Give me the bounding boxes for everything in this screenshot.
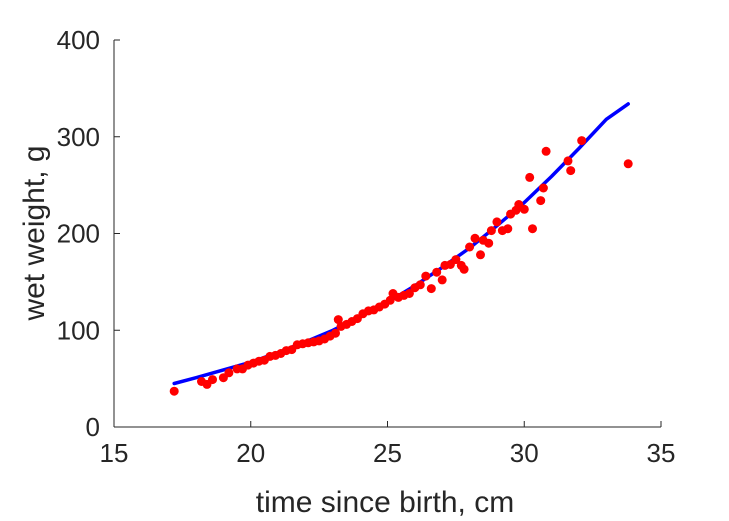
data-point [503,224,513,234]
data-point [484,238,494,248]
x-tick-label: 15 [100,438,129,468]
data-point [470,233,480,243]
data-point [465,242,475,252]
data-point [538,183,548,193]
x-tick-label: 35 [647,438,676,468]
data-point [476,250,485,260]
data-point [566,166,576,176]
data-point [385,295,395,305]
data-point [208,375,217,385]
series-layer [169,102,633,396]
y-ticks: 0 100 200 300 400 [57,25,120,442]
x-tick-label: 30 [510,438,539,468]
data-point [528,224,537,234]
data-point [486,226,496,236]
data-point [451,255,461,265]
y-tick-label: 400 [57,25,100,55]
y-tick-label: 200 [57,219,100,249]
y-axis-label: wet weight, g [18,145,51,321]
axes [113,40,661,428]
y-tick-label: 300 [57,122,100,152]
y-tick-label: 0 [86,412,100,442]
data-point [404,289,414,298]
data-point [577,136,587,146]
data-point [421,271,431,281]
data-point [169,386,179,396]
y-tick-label: 100 [57,315,100,345]
data-point [426,284,436,294]
data-point [492,217,502,227]
data-point [563,156,573,166]
x-tick-label: 20 [236,438,265,468]
data-point [333,315,343,325]
x-tick-label: 25 [373,438,402,468]
data-point [519,204,529,214]
data-point [432,267,442,277]
data-point [224,368,234,378]
fit-curve [172,102,630,386]
data-point [415,280,425,290]
data-point [459,264,469,274]
data-point [536,196,546,206]
data-point [437,275,447,285]
x-axis-label: time since birth, cm [256,486,514,519]
data-point [331,328,340,338]
x-ticks: 15 20 25 30 35 [100,421,676,468]
data-point [525,172,535,182]
data-point [623,159,633,169]
data-point [541,146,551,156]
